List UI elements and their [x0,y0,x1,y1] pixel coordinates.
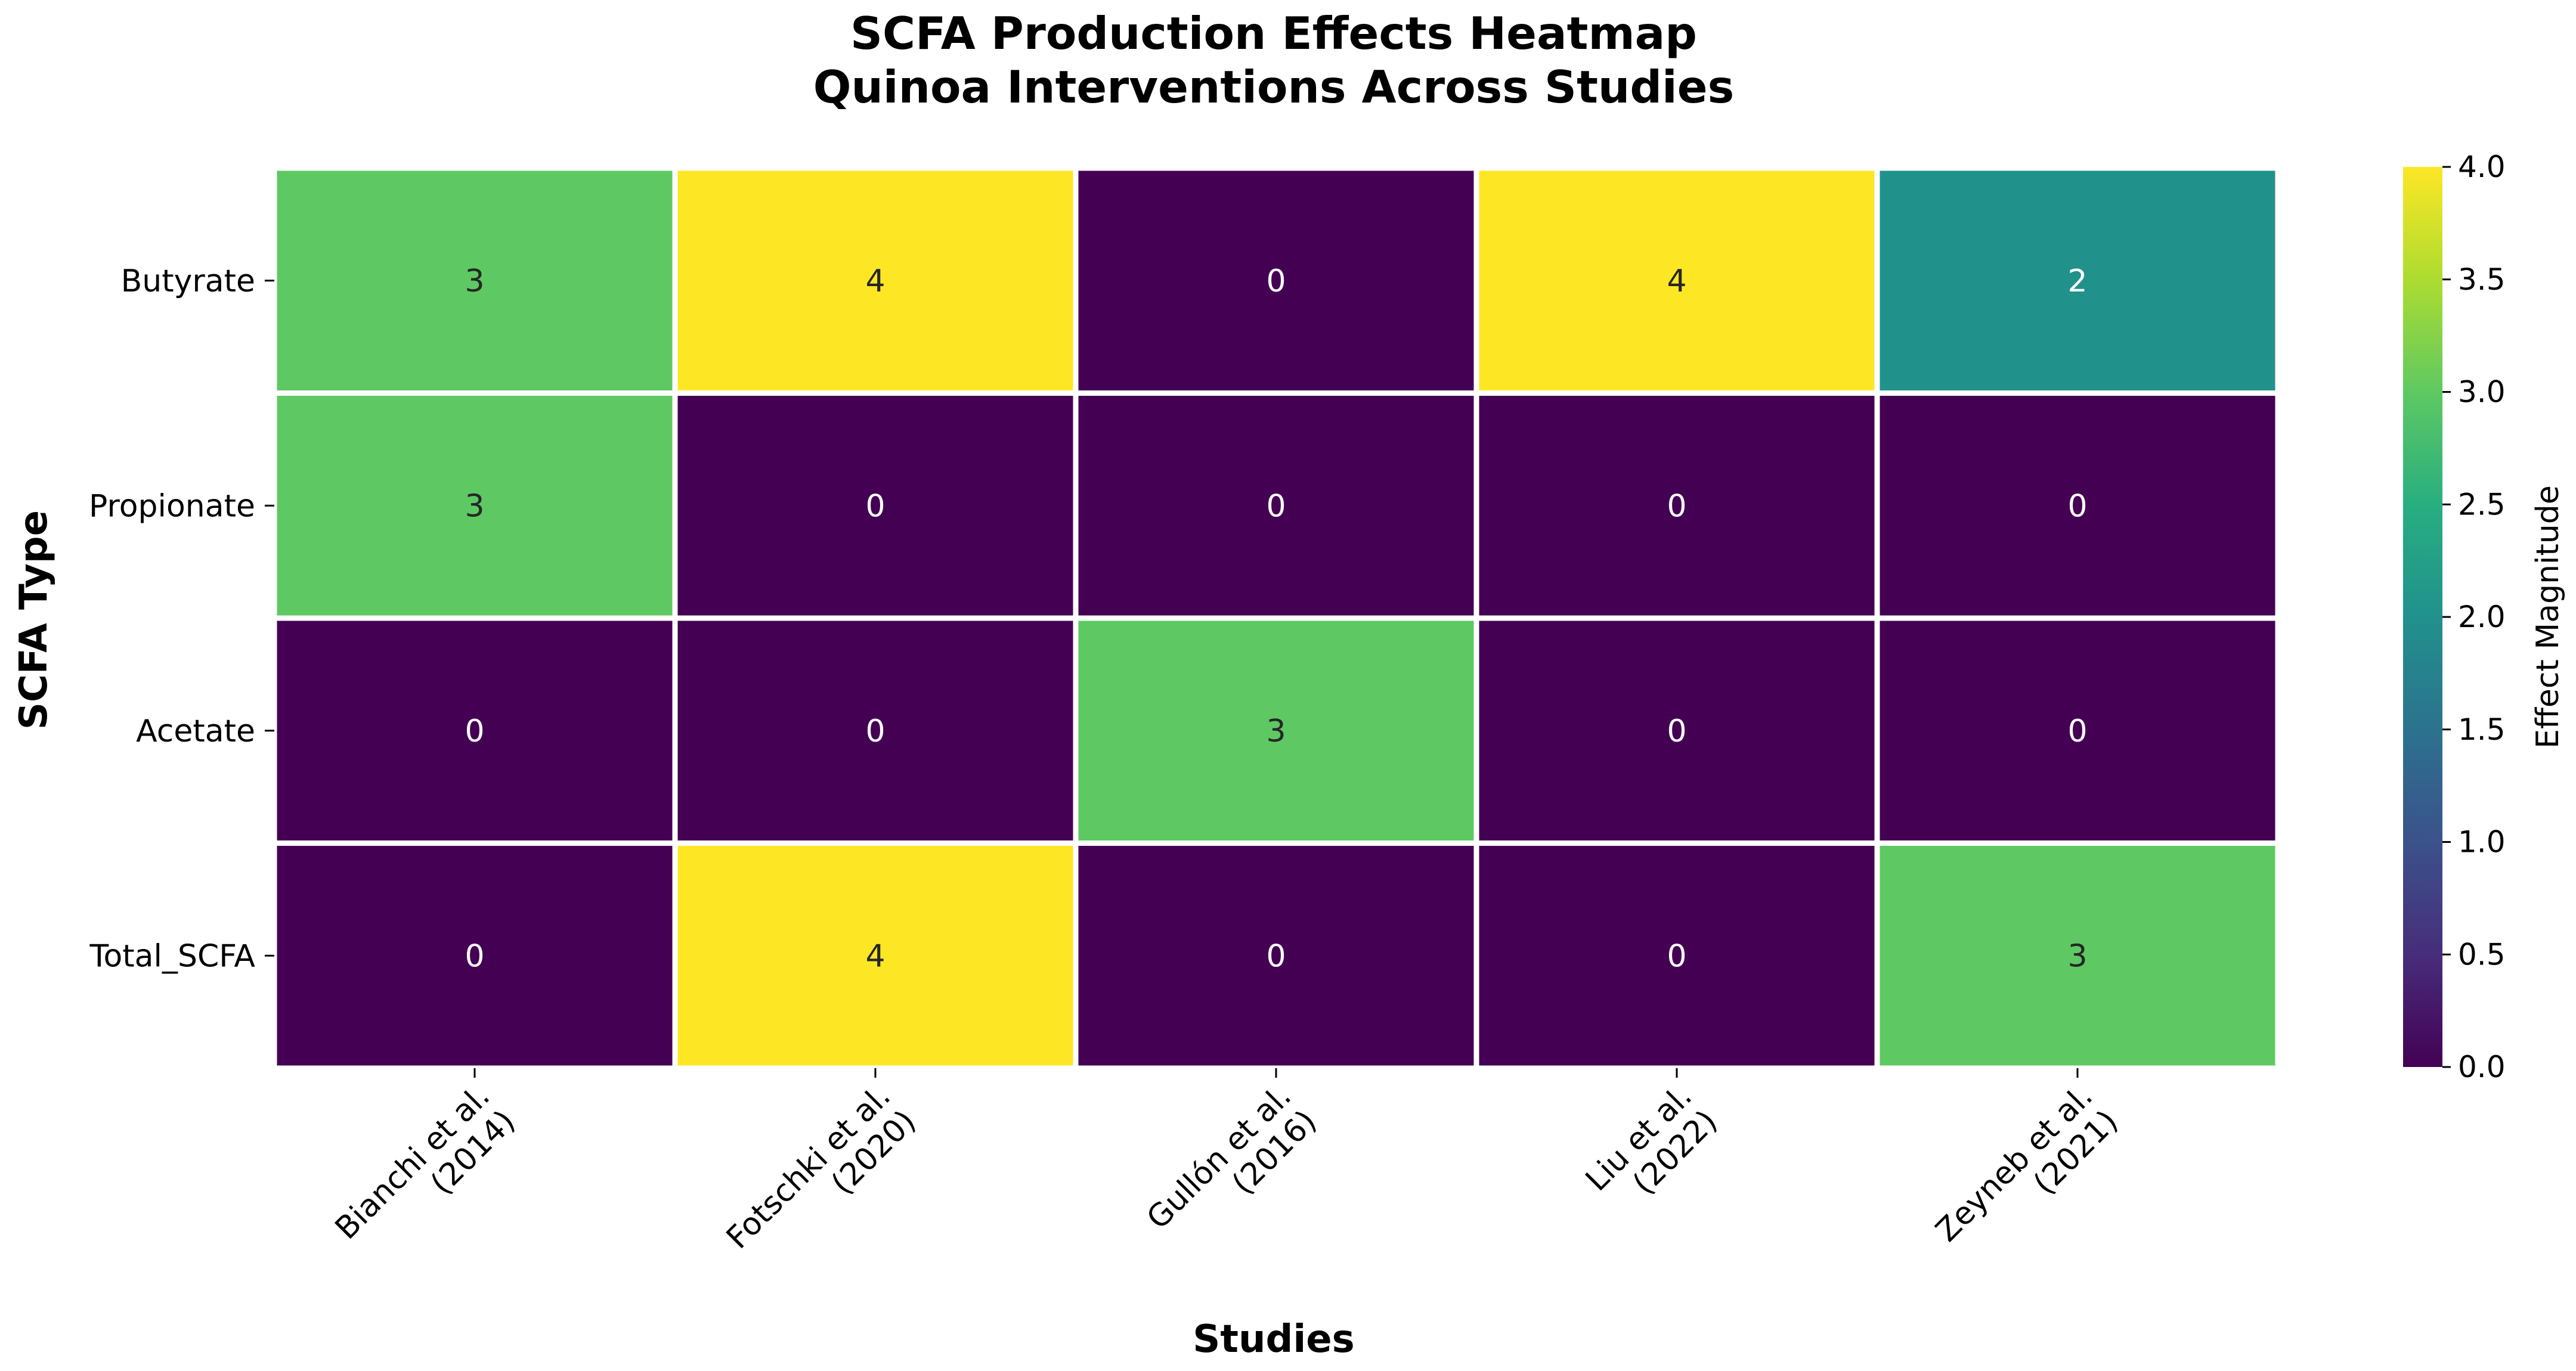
colorbar-label: Effect Magnitude [2530,485,2566,749]
cell-value-label: 0 [1266,488,1286,524]
heatmap-cell [1874,390,2281,621]
heatmap-cell [1073,390,1479,621]
x-tick-label: Bianchi et al.(2014) [329,1078,522,1272]
cell-value-label: 0 [1667,938,1686,974]
colorbar-tick-label: 3.5 [2458,262,2506,297]
x-axis-label: Studies [1193,1317,1355,1361]
heatmap-cell [1073,840,1479,1071]
cell-value-label: 2 [2067,263,2087,299]
colorbar-tick-label: 4.0 [2458,150,2506,184]
heatmap-cell [672,615,1079,846]
chart-subtitle: Quinoa Interventions Across Studies [813,61,1734,113]
x-tick-label: Gullón et al.(2016) [1140,1078,1324,1262]
chart-title: SCFA Production Effects Heatmap [850,7,1697,60]
heatmap-cell [1073,165,1479,396]
y-tick-label: Acetate [136,714,255,749]
y-tick-label: Butyrate [121,263,255,299]
heatmap-cells: 3 4 0 4 2 3 0 0 0 0 0 0 3 0 0 0 4 0 0 3 [271,165,2281,1071]
colorbar-tick-label: 2.5 [2458,487,2506,522]
heatmap-cell [271,165,678,396]
cell-value-label: 0 [2067,714,2087,749]
cell-value-label: 0 [1266,938,1286,974]
colorbar-tick-label: 1.0 [2458,825,2506,860]
y-axis-ticks: Butyrate Propionate Acetate Total_SCFA [89,263,274,974]
y-axis-label: SCFA Type [12,510,56,730]
x-axis-ticks: Bianchi et al.(2014) Fotschki et al.(2020… [329,1068,2125,1282]
cell-value-label: 0 [465,938,484,974]
cell-value-label: 3 [465,263,484,299]
colorbar-tick-label: 3.0 [2458,375,2506,410]
cell-value-label: 4 [1667,263,1686,299]
x-tick-label: Liu et al.(2022) [1579,1078,1724,1224]
colorbar [2403,167,2442,1067]
cell-value-label: 3 [2067,938,2087,974]
colorbar-tick-label: 1.5 [2458,712,2506,747]
cell-value-label: 0 [865,714,885,749]
cell-value-label: 0 [1667,488,1686,524]
colorbar-tick-label: 0.5 [2458,937,2506,972]
cell-value-label: 0 [465,714,484,749]
cell-value-label: 0 [2067,488,2087,524]
heatmap-cell [1473,840,1880,1071]
cell-value-label: 0 [1266,263,1286,299]
x-tick-label: Fotschki et al.(2020) [720,1078,923,1282]
x-tick-label: Zeyneb et al.(2021) [1929,1078,2125,1274]
y-tick-label: Total_SCFA [89,938,256,974]
heatmap-cell [672,165,1079,396]
colorbar-tick-label: 2.0 [2458,600,2506,634]
heatmap-cell [672,840,1079,1071]
cell-value-label: 4 [865,938,885,974]
cell-value-label: 0 [1667,714,1686,749]
cell-value-label: 3 [1266,714,1286,749]
cell-value-label: 4 [865,263,885,299]
colorbar-ticks: 0.0 0.5 1.0 1.5 2.0 2.5 3.0 3.5 4.0 [2442,150,2506,1084]
y-tick-label: Propionate [89,488,255,524]
cell-value-label: 3 [465,488,484,524]
colorbar-tick-label: 0.0 [2458,1050,2506,1084]
heatmap-cell [1473,615,1880,846]
cell-value-label: 0 [865,488,885,524]
heatmap-cell [1874,840,2281,1071]
